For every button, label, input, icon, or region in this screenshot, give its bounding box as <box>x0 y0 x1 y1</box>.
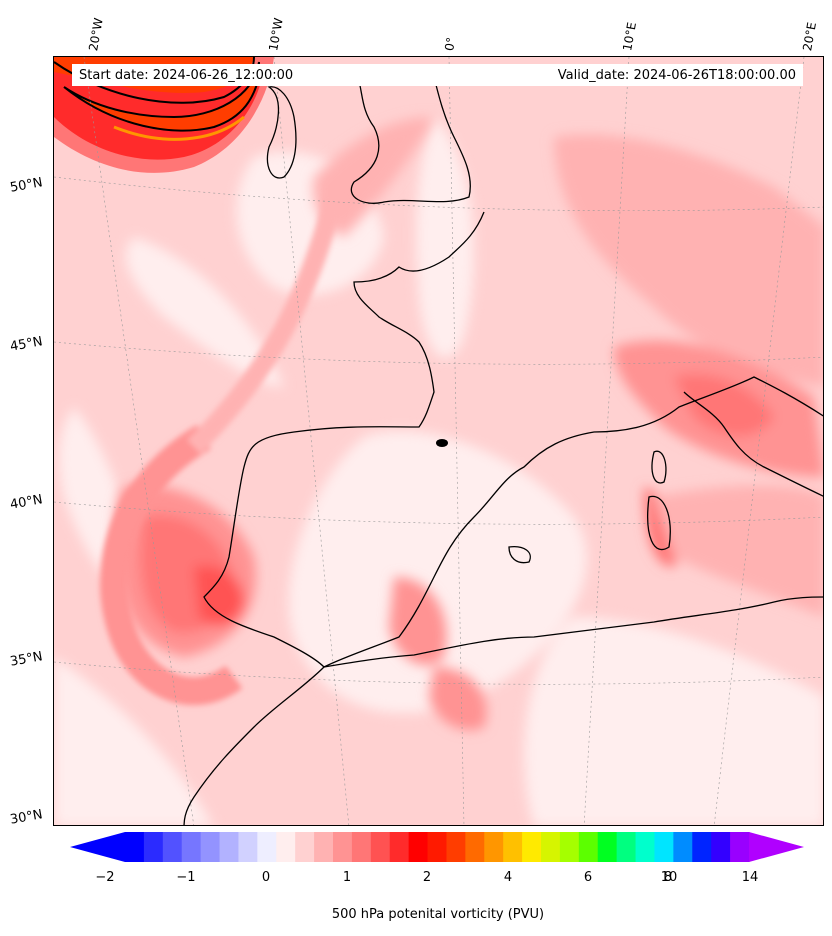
colorbar-extend-max <box>749 832 804 862</box>
colorbar-cell <box>125 832 145 862</box>
colorbar-cell <box>616 832 637 862</box>
colorbar-cell <box>219 832 240 862</box>
graticule <box>54 57 823 825</box>
colorbar-extend-min <box>70 832 125 862</box>
colorbar-cell <box>711 832 731 862</box>
colorbar-cell <box>389 832 410 862</box>
colorbar-label: 500 hPa potenital vorticity (PVU) <box>331 907 545 922</box>
pv-point-feature <box>436 439 448 447</box>
pv-high-regions <box>114 117 823 731</box>
colorbar-tick: −2 <box>95 870 115 885</box>
colorbar-cell <box>578 832 599 862</box>
colorbar-tick: −1 <box>176 870 196 885</box>
colorbar-cell <box>143 832 164 862</box>
colorbar-cell <box>408 832 429 862</box>
colorbar-tick: 1 <box>342 870 352 885</box>
pv-field <box>54 57 823 825</box>
lat-label-40n: 40°N <box>8 492 44 513</box>
colorbar-cell <box>522 832 542 862</box>
colorbar-tick: 0 <box>261 870 271 885</box>
colorbar-cell <box>559 832 580 862</box>
lat-label-30n: 30°N <box>8 807 44 828</box>
lon-label-10w: 10°W <box>266 16 286 52</box>
colorbar-tick: 10 <box>660 870 678 885</box>
colorbar-cell <box>730 832 750 862</box>
date-header: Start date: 2024-06-26_12:00:00 Valid_da… <box>72 64 803 86</box>
colorbar-cell <box>541 832 561 862</box>
pv-swirl-west <box>100 194 344 706</box>
colorbar-cell <box>162 832 183 862</box>
colorbar-cell <box>692 832 712 862</box>
colorbar-cell <box>597 832 618 862</box>
colorbar <box>70 832 804 862</box>
colorbar-cell <box>673 832 693 862</box>
start-date-label: Start date: 2024-06-26_12:00:00 <box>79 67 294 83</box>
colorbar-tick: 4 <box>503 870 513 885</box>
colorbar-cell <box>427 832 448 862</box>
colorbar-cell <box>654 832 674 862</box>
lon-label-0: 0° <box>442 36 459 52</box>
lat-label-45n: 45°N <box>8 334 44 355</box>
valid-date-label: Valid_date: 2024-06-26T18:00:00.00 <box>557 67 796 83</box>
colorbar-tick: 14 <box>741 870 759 885</box>
colorbar-tick: 2 <box>422 870 432 885</box>
colorbar-cell <box>370 832 391 862</box>
lon-label-10e: 10°E <box>620 21 640 52</box>
colorbar-tick: 6 <box>583 870 593 885</box>
colorbar-cell <box>181 832 202 862</box>
colorbar-cell <box>238 832 258 862</box>
lon-label-20e: 20°E <box>800 21 820 52</box>
colorbar-cell <box>257 832 277 862</box>
colorbar-cell <box>200 832 221 862</box>
colorbar-cell <box>465 832 485 862</box>
colorbar-cell <box>351 832 372 862</box>
map-panel <box>53 56 824 826</box>
lat-label-50n: 50°N <box>8 175 44 196</box>
colorbar-cell <box>503 832 523 862</box>
coastlines <box>183 64 823 825</box>
lat-label-35n: 35°N <box>8 649 44 670</box>
colorbar-cell <box>635 832 656 862</box>
colorbar-cell <box>314 832 334 862</box>
colorbar-cell <box>446 832 466 862</box>
colorbar-cell <box>276 832 296 862</box>
colorbar-cell <box>484 832 504 862</box>
lon-label-20w: 20°W <box>86 16 106 52</box>
colorbar-cell <box>295 832 315 862</box>
colorbar-tick: 8 <box>663 870 673 885</box>
colorbar-cell <box>333 832 353 862</box>
